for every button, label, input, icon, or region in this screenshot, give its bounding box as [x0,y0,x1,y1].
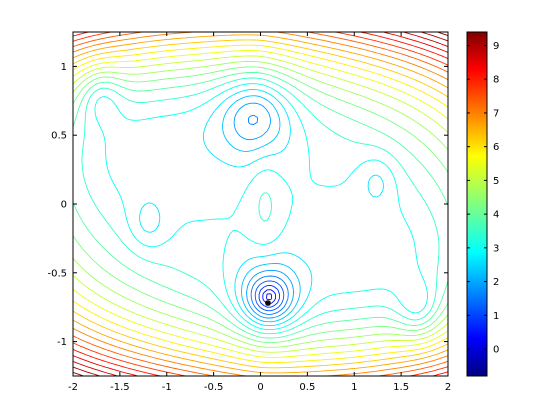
contour-level-16 [73,39,448,369]
y-tick-label: -1 [57,337,67,348]
contour-level-18 [73,32,448,376]
contour-level-23 [73,32,448,376]
colorbar-tick-label: 8 [493,75,499,86]
x-tick-label: 2 [445,382,451,393]
x-tick-label: 0 [257,382,263,393]
colorbar-tick-label: 7 [493,108,499,119]
y-tick-label: -0.5 [47,268,67,279]
y-tick-label: 0.5 [51,131,67,142]
x-tick-label: 1 [351,382,357,393]
contour-lines [73,32,448,376]
contour-level-10 [73,72,448,339]
colorbar-tick-label: 5 [493,176,499,187]
colorbar [467,32,487,376]
contour-level-19 [73,32,448,376]
minimum-marker [265,300,271,307]
contour-level-14 [73,50,448,358]
x-tick-label: -1 [162,382,172,393]
colorbar-tick-label: 4 [493,210,499,221]
colorbar-axis: 0 1 2 3 4 5 6 7 8 9 [467,41,499,356]
x-axis: -2 -1.5 -1 -0.5 0 0.5 1 1.5 2 [68,32,451,393]
colorbar-tick-label: 9 [493,41,499,52]
contour-level-8 [94,83,428,331]
y-tick-label: 0 [61,200,67,211]
colorbar-tick-label: 2 [493,277,499,288]
x-tick-label: -2 [68,382,78,393]
colorbar-tick-label: 6 [493,142,499,153]
contour-level-22 [73,32,448,376]
contour-level-11 [73,66,448,344]
y-axis: -1 -0.5 0 0.5 1 [47,62,448,348]
contour-level-3 [254,280,285,312]
colorbar-tick-label: 3 [493,243,499,254]
contour-level-17 [73,34,448,374]
x-tick-label: -1.5 [110,382,130,393]
contour-level-21 [73,32,448,376]
contour-level-6 [222,95,301,323]
contour-level-12 [73,60,448,348]
contour-level-13 [73,55,448,353]
colorbar-tick-label: 0 [493,345,499,356]
contour-level-9 [81,77,440,335]
colorbar-frame [466,31,488,377]
x-tick-label: -0.5 [204,382,224,393]
contour-level-15 [73,44,448,364]
contour-level-0 [266,293,273,300]
contour-level-7 [139,89,384,327]
x-tick-label: 1.5 [393,382,409,393]
contour-level-5 [233,102,294,319]
x-tick-label: 0.5 [299,382,315,393]
y-tick-label: 1 [61,62,67,73]
contour-level-20 [73,32,448,376]
marker-layer [265,300,271,307]
contour-level-4 [248,114,289,315]
contour-level-2 [258,285,280,308]
colorbar-tick-label: 1 [493,311,499,322]
